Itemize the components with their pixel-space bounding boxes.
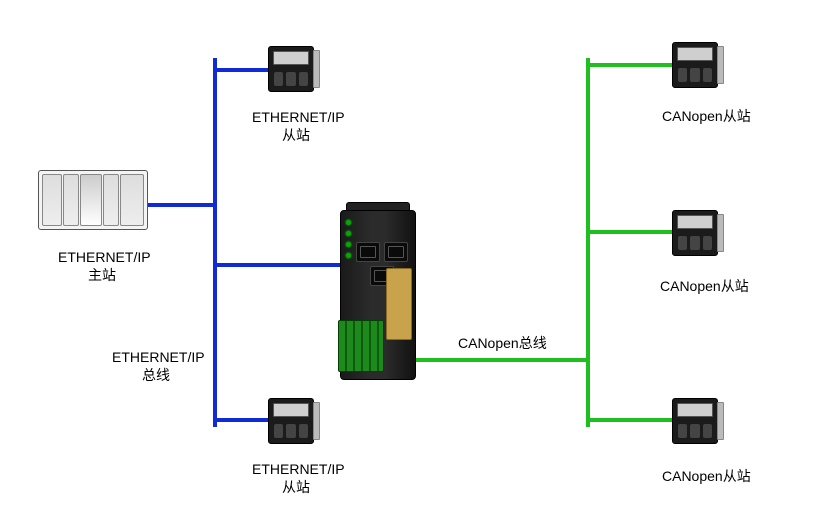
canopen-slave-3 xyxy=(672,398,718,444)
canopen-bus-label: CANopen总线 xyxy=(458,334,547,352)
eip-slave-bottom-label-1: ETHERNET/IP xyxy=(252,460,345,478)
eip-slave-bottom-label-2: 从站 xyxy=(282,478,310,496)
eip-slave-top-label-1: ETHERNET/IP xyxy=(252,108,345,126)
ethernet-ip-slave-bottom xyxy=(268,398,314,444)
protocol-gateway xyxy=(340,210,416,380)
plc-master xyxy=(38,170,148,230)
canopen-slave-2 xyxy=(672,210,718,256)
plc-master-label-1: ETHERNET/IP xyxy=(58,248,151,266)
plc-master-label-2: 主站 xyxy=(88,266,116,284)
canopen-slave-2-label: CANopen从站 xyxy=(660,277,749,295)
canopen-slave-3-label: CANopen从站 xyxy=(662,467,751,485)
eip-slave-top-label-2: 从站 xyxy=(282,126,310,144)
ethernet-ip-slave-top xyxy=(268,46,314,92)
canopen-slave-1 xyxy=(672,42,718,88)
diagram-canvas: { "canvas": { "w": 815, "h": 523, "backg… xyxy=(0,0,815,523)
ethernet-ip-bus-label-1: ETHERNET/IP xyxy=(112,348,205,366)
canopen-slave-1-label: CANopen从站 xyxy=(662,107,751,125)
ethernet-ip-bus-label-2: 总线 xyxy=(142,366,170,384)
